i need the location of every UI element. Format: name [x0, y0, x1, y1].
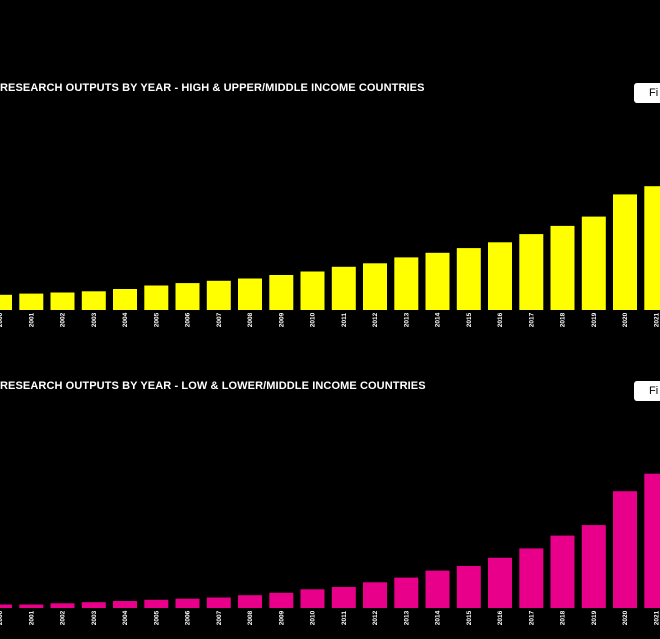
- bar-2003: [81, 291, 106, 310]
- x-tick-label: 2012: [372, 312, 379, 327]
- bar-2003: [81, 602, 106, 608]
- x-tick-label: 2002: [60, 312, 67, 327]
- x-tick-label: 2013: [403, 610, 410, 625]
- bar-2020: [613, 194, 637, 310]
- chart-low-lower-middle-income: RESEARCH OUTPUTS BY YEAR - LOW & LOWER/M…: [0, 376, 660, 638]
- bar-2014: [425, 570, 450, 608]
- x-tick-label: 2004: [122, 610, 129, 625]
- x-tick-label: 2007: [216, 610, 223, 625]
- bar-2015: [456, 248, 481, 310]
- bar-2004: [113, 601, 137, 608]
- chart-high-upper-middle-income: RESEARCH OUTPUTS BY YEAR - HIGH & UPPER/…: [0, 78, 660, 340]
- x-tick-label: 2016: [497, 610, 504, 625]
- bar-2007: [206, 597, 231, 608]
- bar-2005: [144, 599, 169, 608]
- x-tick-label: 2016: [497, 312, 504, 327]
- figure-badge[interactable]: Fi: [634, 83, 660, 103]
- bar-2002: [50, 603, 75, 608]
- bar-2020: [613, 491, 637, 608]
- x-tick-label: 2006: [185, 312, 192, 327]
- x-tick-label: 2009: [278, 312, 285, 327]
- x-tick-label: 2004: [122, 312, 129, 327]
- bar-2001: [19, 293, 44, 310]
- x-tick-label: 2011: [341, 313, 348, 327]
- x-tick-label: 2014: [435, 610, 442, 625]
- chart-title: RESEARCH OUTPUTS BY YEAR - LOW & LOWER/M…: [0, 380, 426, 392]
- x-tick-label: 2008: [247, 610, 254, 625]
- bar-2016: [488, 242, 512, 310]
- x-tick-label: 2014: [435, 312, 442, 327]
- bar-2005: [144, 285, 169, 310]
- x-tick-label: 2015: [466, 610, 473, 625]
- bar-2011: [331, 266, 356, 310]
- x-tick-label: 2009: [278, 610, 285, 625]
- x-tick-label: 2017: [528, 312, 535, 327]
- bar-chart-svg: 2000 2001 2002 2003 2004 2005 2006 2007 2008 2009…: [0, 473, 660, 625]
- bar-2006: [175, 598, 200, 608]
- x-tick-label: 2018: [560, 610, 567, 625]
- bar-chart-svg: 2000 2001 2002 2003 2004 2005 2006 2007 2008 2009…: [0, 186, 660, 327]
- x-tick-label: 2005: [153, 610, 160, 625]
- bar-2009: [269, 275, 294, 310]
- x-tick-label: 2005: [153, 312, 160, 327]
- bar-2021: [644, 186, 660, 310]
- bar-2010: [300, 271, 325, 310]
- bar-2012: [363, 582, 387, 608]
- bar-2017: [519, 234, 544, 310]
- x-tick-label: 2020: [622, 610, 629, 625]
- bar-2000: [0, 604, 12, 608]
- bar-2010: [300, 589, 325, 608]
- x-tick-label: 2007: [216, 312, 223, 327]
- bar-2019: [581, 525, 606, 608]
- bar-2016: [488, 557, 512, 608]
- bar-2004: [113, 289, 137, 310]
- bar-2015: [456, 566, 481, 608]
- x-tick-label: 2019: [591, 610, 598, 625]
- x-tick-label: 2021: [653, 610, 660, 625]
- bar-2007: [206, 280, 231, 310]
- x-tick-label: 2000: [0, 610, 4, 625]
- x-tick-label: 2008: [247, 312, 254, 327]
- x-tick-label: 2010: [310, 610, 317, 625]
- bar-2013: [394, 257, 419, 310]
- bar-2018: [550, 535, 575, 608]
- bar-2014: [425, 252, 450, 310]
- bar-2002: [50, 292, 75, 310]
- x-tick-label: 2017: [528, 610, 535, 625]
- bar-2006: [175, 283, 200, 310]
- x-tick-label: 2000: [0, 312, 4, 327]
- bar-2021: [644, 473, 660, 608]
- x-tick-label: 2003: [91, 312, 98, 327]
- x-tick-label: 2001: [28, 312, 35, 327]
- x-tick-label: 2018: [560, 312, 567, 327]
- x-tick-label: 2015: [466, 312, 473, 327]
- bar-2018: [550, 225, 575, 310]
- x-tick-label: 2010: [310, 312, 317, 327]
- bar-2013: [394, 577, 419, 608]
- bar-2017: [519, 548, 544, 608]
- x-tick-label: 2020: [622, 312, 629, 327]
- bar-2008: [238, 595, 262, 608]
- x-tick-label: 2002: [60, 610, 67, 625]
- bar-2009: [269, 592, 294, 608]
- figure-badge[interactable]: Fi: [634, 381, 660, 401]
- bar-2012: [363, 263, 387, 310]
- x-tick-label: 2003: [91, 610, 98, 625]
- x-tick-label: 2011: [341, 611, 348, 625]
- bar-2011: [331, 587, 356, 608]
- x-tick-label: 2012: [372, 610, 379, 625]
- bar-2008: [238, 278, 262, 310]
- chart-title: RESEARCH OUTPUTS BY YEAR - HIGH & UPPER/…: [0, 82, 425, 94]
- x-tick-label: 2021: [653, 312, 660, 327]
- x-tick-label: 2006: [185, 610, 192, 625]
- bar-2000: [0, 294, 12, 310]
- bar-2001: [19, 604, 44, 608]
- x-tick-label: 2001: [28, 610, 35, 625]
- x-tick-label: 2013: [403, 312, 410, 327]
- bar-2019: [581, 216, 606, 310]
- x-tick-label: 2019: [591, 312, 598, 327]
